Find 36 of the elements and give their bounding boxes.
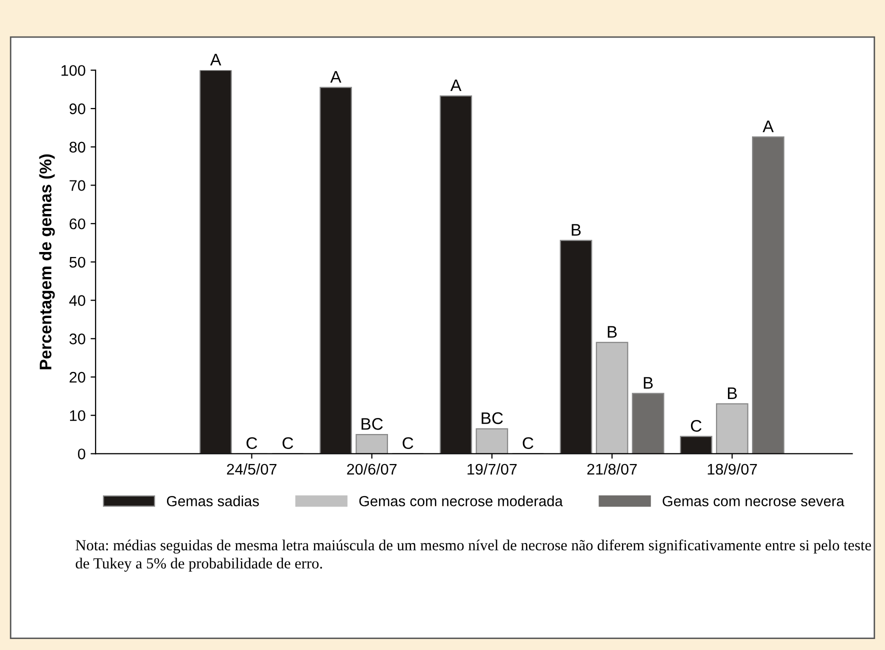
- legend-label: Gemas sadias: [166, 496, 259, 506]
- y-tick-label: 40: [69, 295, 86, 306]
- data-label: C: [246, 437, 258, 450]
- x-tick-label: 18/9/07: [708, 463, 757, 475]
- y-tick-label: 60: [70, 218, 86, 230]
- data-label: A: [330, 71, 342, 83]
- data-label: C: [402, 437, 414, 450]
- data-label: B: [644, 377, 653, 389]
- data-label: B: [572, 224, 581, 236]
- y-tick-label: 0: [78, 448, 86, 460]
- data-label: A: [210, 54, 222, 66]
- data-label: C: [522, 437, 534, 450]
- y-tick-label: 80: [70, 142, 86, 153]
- data-label: C: [282, 437, 294, 450]
- y-tick-label: 50: [69, 256, 86, 268]
- data-label: B: [608, 326, 617, 338]
- y-tick-label: 10: [70, 410, 86, 422]
- data-label: BC: [362, 418, 383, 430]
- data-label: A: [450, 80, 462, 92]
- data-label: B: [728, 388, 737, 399]
- x-tick-label: 24/5/07: [227, 463, 276, 475]
- y-tick-label: 70: [70, 180, 86, 191]
- x-tick-label: 21/8/07: [587, 463, 637, 475]
- data-label: BC: [482, 412, 503, 424]
- legend-label: Gemas com necrose severa: [662, 496, 844, 506]
- legend-label: Gemas com necrose moderada: [359, 496, 563, 506]
- data-label: A: [762, 120, 774, 132]
- y-tick-label: 90: [70, 103, 86, 114]
- x-tick-label: 20/6/07: [347, 463, 397, 475]
- y-tick-label: 30: [69, 334, 86, 344]
- y-tick-label: 20: [70, 372, 86, 383]
- x-tick-label: 19/7/07: [468, 463, 517, 475]
- text: Nota: médias seguidas de mesma letra maiúscula de um mesmo nível de necrose não diferem significativamente entre si pelo teste de Tukey a 5% de probabilidade de erro.: [76, 540, 871, 572]
- y-axis-title: Percentagem de gemas (%): [39, 154, 55, 370]
- data-label: C: [690, 420, 702, 432]
- y-tick-label: 100: [62, 65, 86, 76]
